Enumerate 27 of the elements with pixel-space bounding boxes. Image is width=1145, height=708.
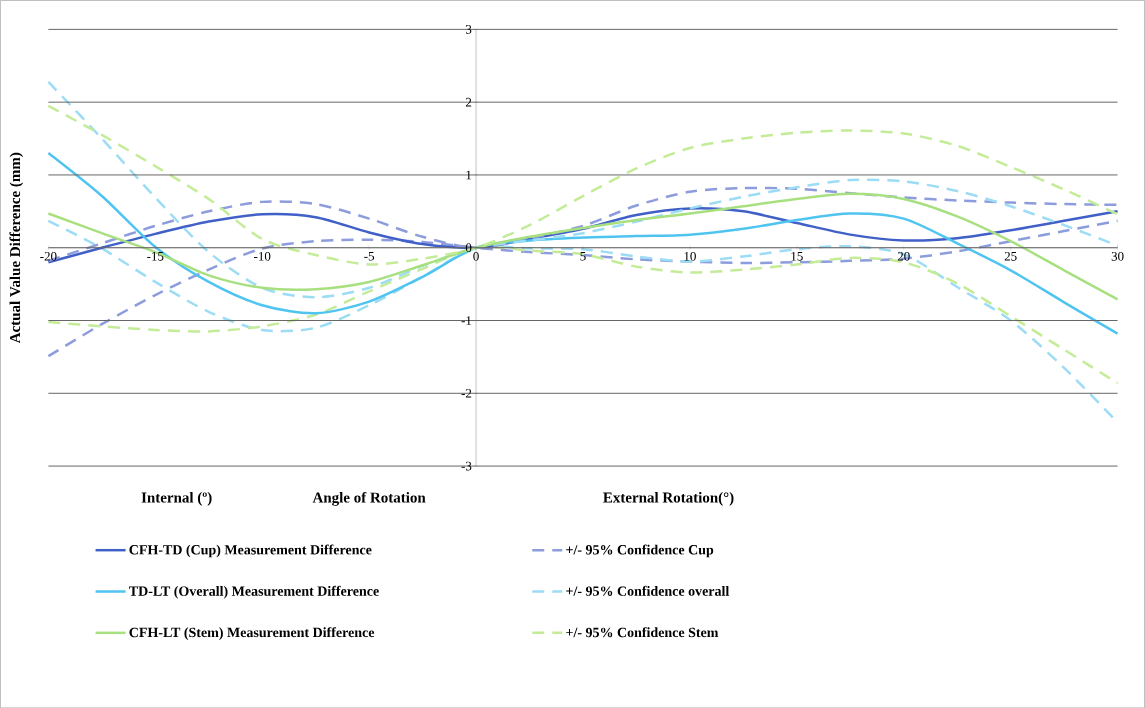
y-tick-label: 0 (465, 243, 472, 252)
x-axis-title: Angle of Rotation (312, 491, 426, 506)
y-tick-label: 2 (465, 97, 472, 107)
y-axis-title: Actual Value Difference (mm) (9, 152, 24, 343)
x-tick-label: 30 (1111, 251, 1124, 261)
y-tick-label: 3 (465, 24, 472, 34)
x-tick-label: 10 (684, 251, 696, 261)
x-tick-label: -5 (364, 251, 375, 261)
x-tick-label: 20 (897, 251, 910, 261)
y-tick-label: 1 (466, 170, 472, 180)
x-tick-label: -10 (254, 251, 271, 261)
x-tick-label: 0 (473, 251, 479, 261)
legend-label: +/- 95% Confidence Stem (566, 627, 719, 638)
legend-label: +/- 95% Confidence Cup (566, 544, 714, 558)
legend-label: +/- 95% Confidence overall (566, 585, 730, 596)
text: Internal (º) (141, 491, 212, 506)
text: External Rotation(°) (603, 491, 734, 506)
y-tick-label: -2 (461, 388, 472, 398)
y-tick-label: -3 (461, 461, 472, 471)
x-tick-label: 25 (1004, 251, 1017, 261)
legend-label: CFH-TD (Cup) Measurement Difference (129, 544, 372, 558)
x-tick-label: -15 (147, 251, 164, 261)
x-tick-label: 15 (791, 251, 803, 261)
legend-label: TD-LT (Overall) Measurement Difference (129, 585, 379, 599)
x-tick-label: -20 (40, 251, 57, 261)
x-tick-label: 5 (580, 251, 586, 261)
legend-label: CFH-LT (Stem) Measurement Difference (129, 627, 375, 640)
